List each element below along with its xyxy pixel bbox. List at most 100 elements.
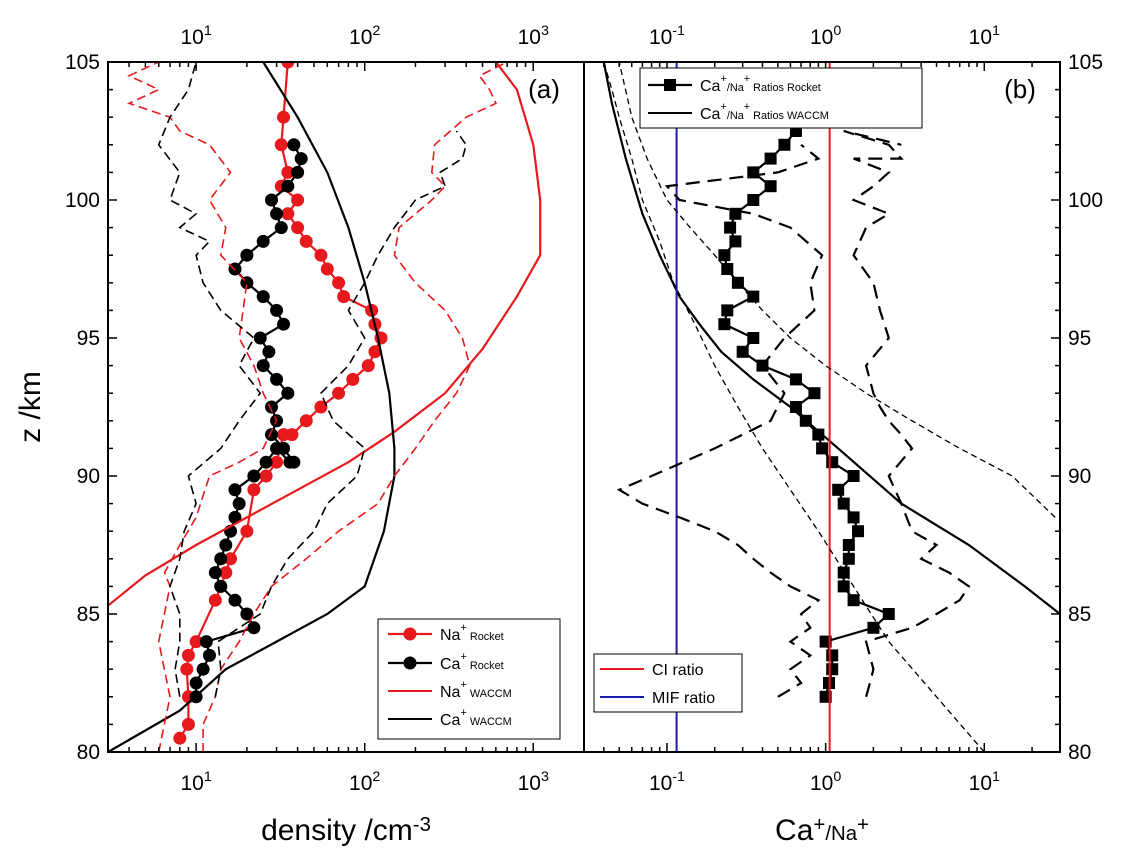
legend-entry-ca-waccm: Ca+ WACCM xyxy=(388,707,512,729)
x-tick-label-bottom: 101 xyxy=(180,769,211,795)
legend-label: Ca+/Na+ Ratios WACCM xyxy=(700,101,829,123)
legend-entry-na-rocket: Na+ Rocket xyxy=(388,622,504,644)
legend-label: Ca+ WACCM xyxy=(440,707,512,729)
x-tick-label-bottom: 102 xyxy=(349,769,380,795)
legend-label: Ca+/Na+ Ratios Rocket xyxy=(700,73,821,95)
data-point xyxy=(287,138,301,152)
data-point xyxy=(337,290,351,304)
data-point xyxy=(181,717,195,731)
x-tick-label-bottom: 100 xyxy=(810,769,841,795)
panel-b: 10-1 10-1 100 100 101 101 80 85 90 95 100 105 (b) Ca+… xyxy=(583,23,1103,847)
data-point xyxy=(219,538,233,552)
data-point xyxy=(262,345,276,359)
legend-panel-b-top: Ca+/Na+ Ratios Rocket Ca+/Na+ Ratios WACC… xyxy=(639,67,923,129)
data-point xyxy=(764,180,777,193)
legend-label: CI ratio xyxy=(652,662,704,679)
y-tick-label-right: 105 xyxy=(1068,51,1103,74)
data-point xyxy=(812,428,825,441)
legend-entry-ca-rocket: Ca+ Rocket xyxy=(388,651,504,673)
legend-marker xyxy=(403,627,417,641)
series-line-6 xyxy=(157,62,262,697)
data-point xyxy=(842,552,855,565)
data-point xyxy=(270,372,284,386)
data-point xyxy=(747,332,760,344)
y-tick-label-right: 90 xyxy=(1068,465,1091,488)
data-point xyxy=(291,165,305,179)
legend-label: Ca+ Rocket xyxy=(440,651,504,673)
data-point xyxy=(265,400,279,414)
y-tick-label-left: 90 xyxy=(77,465,100,488)
data-point xyxy=(819,690,832,703)
data-point xyxy=(882,608,895,620)
data-point xyxy=(721,263,734,275)
data-point xyxy=(847,470,860,482)
panel-a: 101 101 102 102 103 103 80 85 90 95 100 105 (a) densi… xyxy=(14,23,585,847)
data-point xyxy=(247,621,261,635)
data-point xyxy=(228,483,242,497)
legend-box xyxy=(639,67,923,129)
data-point xyxy=(747,290,760,303)
data-point xyxy=(291,193,305,207)
data-point xyxy=(832,483,845,496)
data-point xyxy=(808,387,821,400)
data-point xyxy=(314,248,328,262)
legend-marker xyxy=(664,79,676,91)
data-point xyxy=(256,234,270,248)
data-point xyxy=(208,566,222,580)
data-point xyxy=(189,635,203,649)
data-point xyxy=(285,428,299,442)
data-point xyxy=(247,483,261,497)
data-point xyxy=(228,593,242,607)
legend-entry-ratio-rocket: Ca+/Na+ Ratios Rocket xyxy=(648,73,821,95)
series-line-6 xyxy=(616,143,824,698)
data-point xyxy=(718,318,731,331)
data-point xyxy=(789,373,802,386)
data-point xyxy=(274,221,288,235)
data-point xyxy=(259,469,273,483)
series-line-7 xyxy=(214,130,468,697)
data-point xyxy=(747,166,760,179)
data-point xyxy=(199,635,213,649)
data-point xyxy=(270,207,284,221)
data-point xyxy=(332,386,346,400)
y-tick-label-left: 105 xyxy=(65,51,100,74)
data-point xyxy=(721,304,734,317)
legend-entry-ratio-waccm: Ca+/Na+ Ratios WACCM xyxy=(648,101,829,123)
y-tick-label-left: 80 xyxy=(77,741,100,764)
legend-label: Na+ Rocket xyxy=(440,622,504,644)
data-point xyxy=(361,359,375,373)
data-point xyxy=(240,524,254,538)
series-line-5 xyxy=(202,62,508,752)
data-point xyxy=(181,648,195,662)
data-point xyxy=(189,676,203,690)
data-point xyxy=(281,62,295,69)
series-line-5 xyxy=(618,62,1056,518)
y-tick-label-right: 80 xyxy=(1068,741,1091,764)
x-axis-label: density /cm-3 xyxy=(261,814,431,847)
x-tick-label-top: 101 xyxy=(180,23,211,49)
panel-label: (b) xyxy=(1004,74,1036,104)
legend-marker xyxy=(403,656,417,670)
data-point xyxy=(214,552,228,566)
data-point xyxy=(228,510,242,524)
data-point xyxy=(196,662,210,676)
data-point xyxy=(764,152,777,165)
x-tick-label-top: 101 xyxy=(969,23,1000,49)
data-point xyxy=(256,359,270,373)
data-point xyxy=(346,372,360,386)
data-point xyxy=(259,455,273,469)
data-point xyxy=(281,207,295,221)
data-point xyxy=(208,593,222,607)
data-point xyxy=(173,731,187,745)
data-point xyxy=(847,594,860,607)
data-point xyxy=(299,414,313,428)
series-line-4 xyxy=(126,62,278,752)
data-point xyxy=(256,290,270,304)
data-point xyxy=(368,345,382,359)
data-point xyxy=(867,621,880,634)
y-tick-label-right: 100 xyxy=(1068,189,1103,212)
y-tick-label-left: 95 xyxy=(77,327,100,350)
x-tick-label-top: 10-1 xyxy=(649,23,685,49)
x-tick-label-top: 102 xyxy=(349,23,380,49)
